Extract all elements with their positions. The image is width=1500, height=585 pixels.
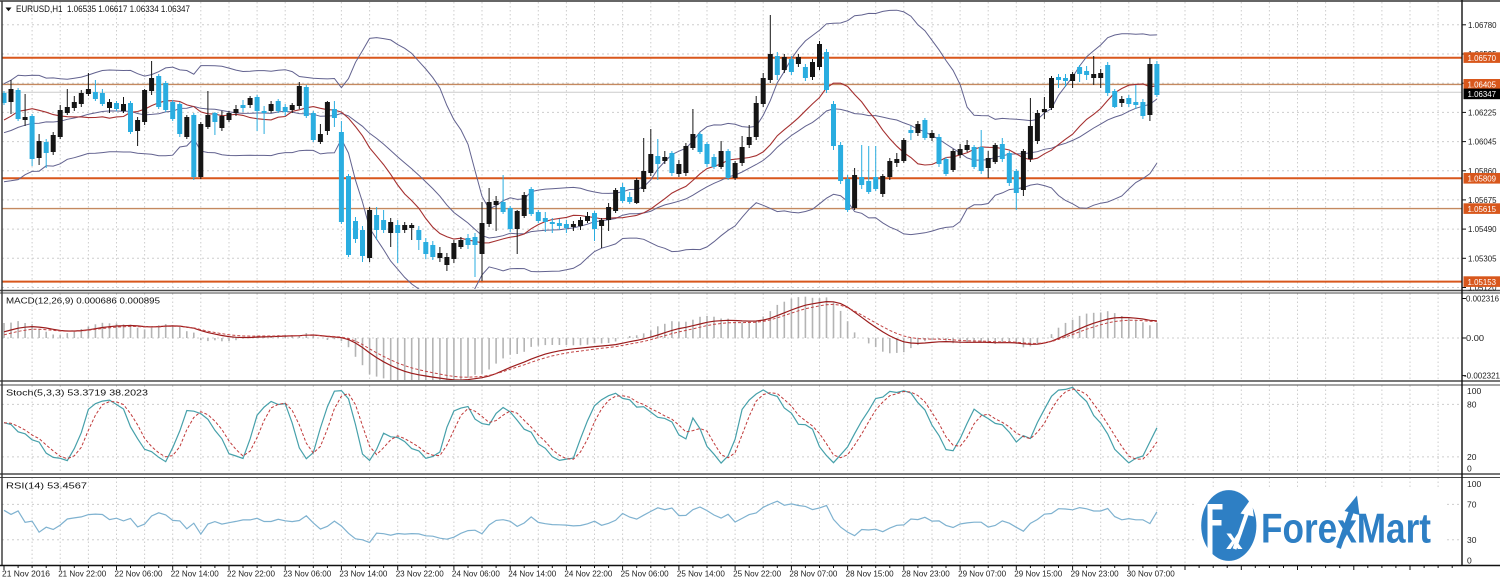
svg-text:80: 80 [1467,400,1477,410]
svg-text:28 Nov 15:00: 28 Nov 15:00 [846,569,894,579]
svg-text:RSI(14) 53.4567: RSI(14) 53.4567 [6,481,87,491]
svg-text:1.06405: 1.06405 [1468,80,1497,90]
svg-text:100: 100 [1467,386,1481,396]
svg-text:29 Nov 07:00: 29 Nov 07:00 [958,569,1006,579]
svg-text:1.06347: 1.06347 [1468,89,1497,99]
svg-text:1.06045: 1.06045 [1468,137,1497,147]
svg-text:29 Nov 23:00: 29 Nov 23:00 [1071,569,1119,579]
svg-text:70: 70 [1467,500,1477,510]
svg-text:MACD(12,26,9) 0.000686 0.00089: MACD(12,26,9) 0.000686 0.000895 [6,296,160,306]
svg-text:21 Nov 22:00: 21 Nov 22:00 [58,569,106,579]
svg-text:22 Nov 06:00: 22 Nov 06:00 [115,569,163,579]
svg-text:1.05860: 1.05860 [1468,166,1497,176]
svg-text:30: 30 [1467,535,1477,545]
svg-text:25 Nov 14:00: 25 Nov 14:00 [677,569,725,579]
svg-text:0: 0 [1467,556,1472,566]
svg-text:28 Nov 23:00: 28 Nov 23:00 [902,569,950,579]
svg-text:23 Nov 06:00: 23 Nov 06:00 [283,569,331,579]
svg-text:0.00: 0.00 [1466,333,1484,343]
svg-text:100: 100 [1467,479,1481,489]
svg-text:28 Nov 07:00: 28 Nov 07:00 [789,569,837,579]
svg-text:25 Nov 06:00: 25 Nov 06:00 [621,569,669,579]
svg-text:0.002316: 0.002316 [1466,294,1499,304]
svg-text:1.05615: 1.05615 [1468,204,1497,214]
svg-text:24 Nov 22:00: 24 Nov 22:00 [564,569,612,579]
svg-text:1.06570: 1.06570 [1468,53,1497,63]
svg-text:0: 0 [1467,464,1472,474]
svg-text:23 Nov 22:00: 23 Nov 22:00 [396,569,444,579]
svg-text:1.05305: 1.05305 [1468,253,1497,263]
svg-text:24 Nov 14:00: 24 Nov 14:00 [508,569,556,579]
svg-text:29 Nov 15:00: 29 Nov 15:00 [1014,569,1062,579]
svg-text:21 Nov 2016: 21 Nov 2016 [2,569,50,579]
svg-text:25 Nov 22:00: 25 Nov 22:00 [733,569,781,579]
svg-text:20: 20 [1467,452,1477,462]
svg-text:EURUSD,H1 1.06535 1.06617 1.0: EURUSD,H1 1.06535 1.06617 1.06334 1.0634… [16,4,190,14]
svg-text:24 Nov 06:00: 24 Nov 06:00 [452,569,500,579]
svg-text:22 Nov 22:00: 22 Nov 22:00 [227,569,275,579]
svg-text:1.06225: 1.06225 [1468,108,1497,118]
svg-text:1.05153: 1.05153 [1468,277,1497,287]
svg-text:1.05809: 1.05809 [1468,174,1497,184]
svg-text:-0.002321: -0.002321 [1464,371,1500,381]
svg-text:1.05675: 1.05675 [1468,195,1497,205]
svg-text:30 Nov 07:00: 30 Nov 07:00 [1127,569,1175,579]
svg-text:1.05490: 1.05490 [1468,224,1497,234]
svg-text:23 Nov 14:00: 23 Nov 14:00 [339,569,387,579]
svg-text:Stoch(5,3,3) 53.3719 38.2023: Stoch(5,3,3) 53.3719 38.2023 [6,388,148,398]
svg-text:22 Nov 14:00: 22 Nov 14:00 [171,569,219,579]
svg-text:1.05120: 1.05120 [1468,283,1497,293]
svg-text:1.06780: 1.06780 [1468,20,1497,30]
